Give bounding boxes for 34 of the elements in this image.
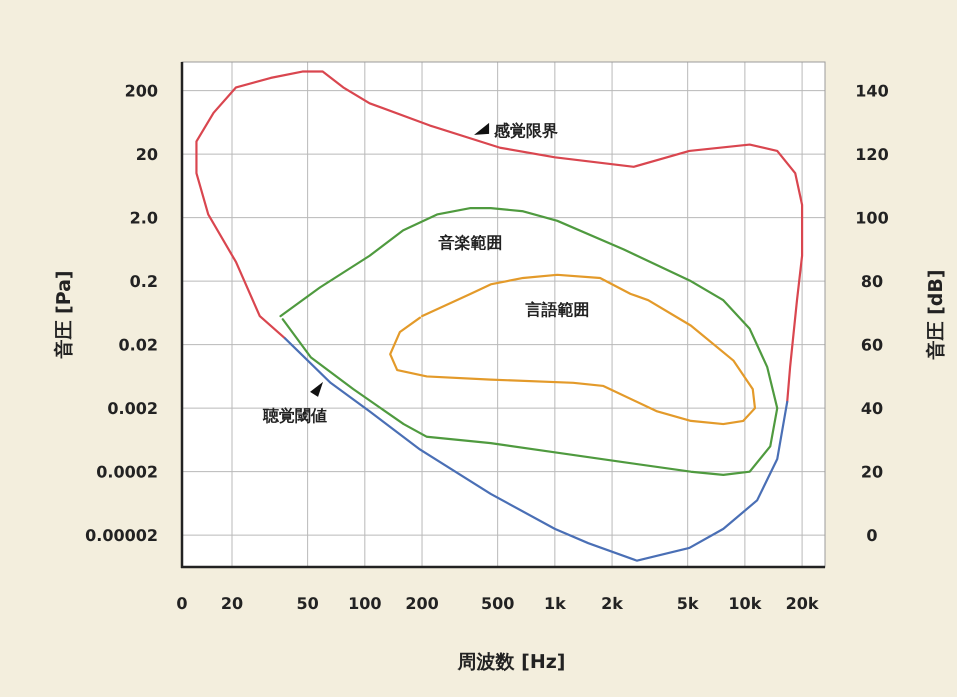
x-axis-title: 周波数 [Hz] [456,651,566,673]
y-tick-label: 0.02 [118,336,158,355]
y2-axis-title: 音圧 [dB] [925,269,947,361]
x-tick-label: 5k [676,594,699,613]
y2-tick-label: 100 [855,208,889,228]
x-tick-label: 500 [480,594,514,613]
y2-tick-label: 0 [866,526,878,546]
x-tick-label: 1k [544,594,566,613]
y-tick-label: 0.002 [107,399,158,418]
x-tick-label: 200 [405,594,439,613]
y2-tick-label: 60 [860,336,884,355]
x-tick-label: 10k [728,594,762,613]
x-tick-label: 0 [176,594,188,613]
x-tick-label: 20k [786,594,819,613]
y-tick-label: 200 [124,82,158,101]
y2-tick-label: 40 [860,399,884,418]
y-tick-label: 20 [136,145,158,164]
y-tick-label: 0.00002 [85,526,158,546]
y2-tick-label: 120 [855,145,889,164]
series-label: 音楽範囲 [438,233,503,252]
y-axis-title: 音圧 [Pa] [53,270,75,360]
x-tick-label: 2k [601,594,624,613]
y2-tick-label: 140 [855,82,889,101]
annotation: 感覚限界 [493,120,558,140]
y-tick-label: 0.0002 [96,462,158,482]
annotation: 聴覚閾値 [262,406,328,425]
y-tick-label: 2.0 [130,208,158,228]
y2-tick-label: 20 [860,462,884,482]
x-tick-label: 20 [220,594,244,613]
y2-tick-label: 80 [860,272,884,292]
y-tick-label: 0.2 [130,272,158,292]
x-tick-label: 50 [296,594,319,613]
x-tick-label: 100 [348,594,382,613]
series-label: 言語範囲 [524,300,590,319]
